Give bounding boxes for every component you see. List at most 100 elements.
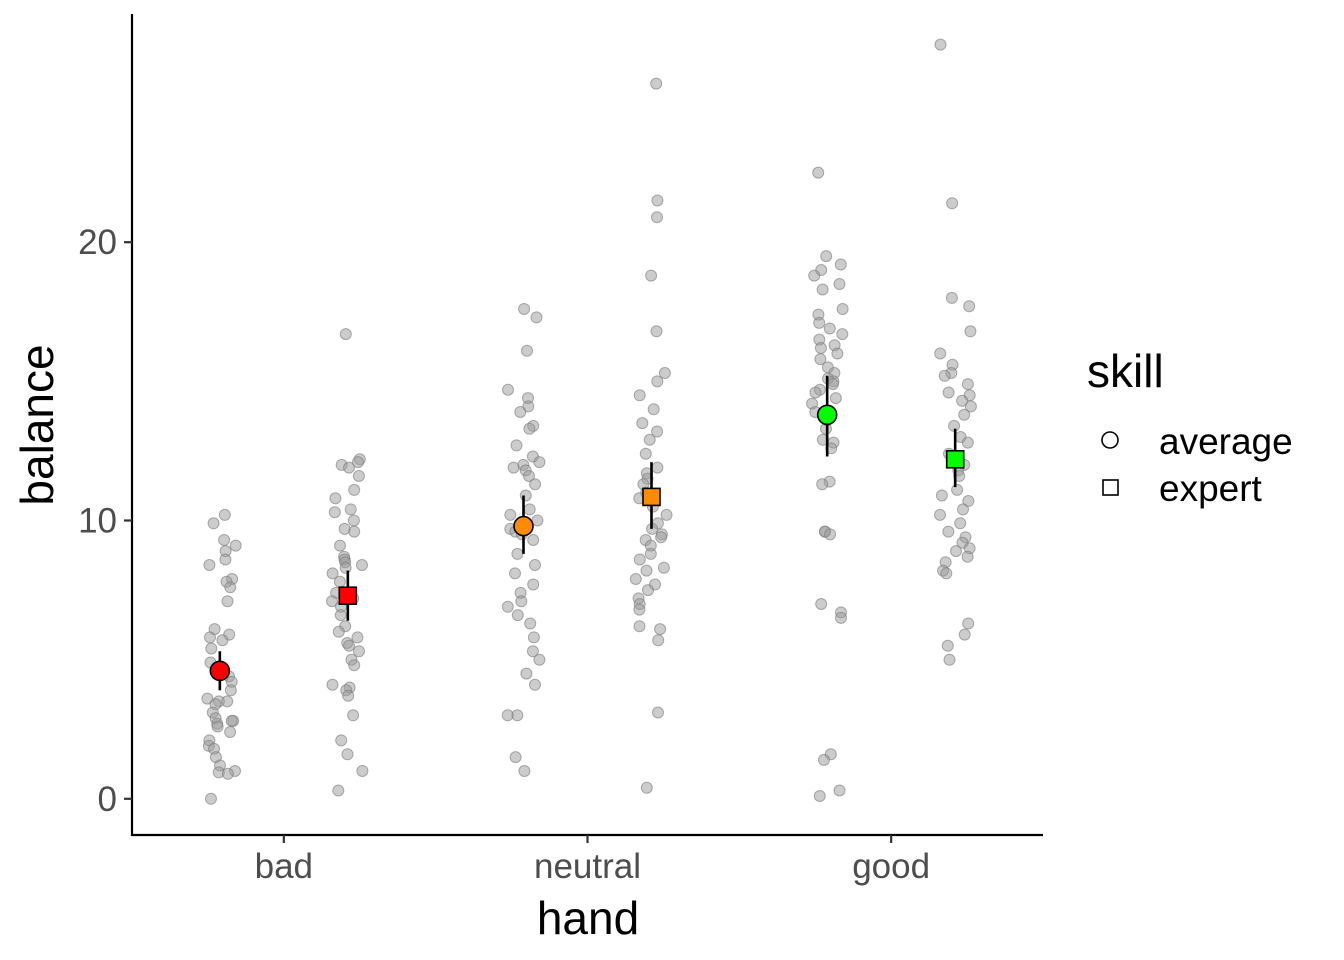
raw-point	[640, 564, 653, 577]
raw-point	[640, 781, 653, 794]
raw-point	[829, 392, 842, 405]
legend: skill average expert	[1087, 345, 1293, 509]
raw-point	[343, 639, 356, 652]
raw-point	[633, 389, 646, 402]
raw-point	[352, 456, 364, 469]
raw-point	[831, 347, 844, 360]
raw-point	[527, 534, 540, 546]
raw-point	[526, 645, 539, 658]
raw-point	[211, 720, 224, 733]
raw-point	[833, 784, 846, 797]
raw-point	[343, 461, 355, 474]
raw-point	[651, 461, 664, 474]
raw-point	[335, 734, 348, 747]
raw-point	[816, 283, 829, 296]
raw-point	[647, 403, 660, 416]
raw-point	[509, 567, 521, 580]
raw-point	[808, 269, 821, 282]
raw-point	[351, 631, 364, 644]
raw-point	[341, 748, 354, 761]
raw-point	[650, 325, 663, 338]
raw-point	[221, 695, 234, 708]
raw-point	[348, 483, 361, 496]
raw-point	[224, 684, 237, 697]
raw-point	[334, 539, 346, 552]
raw-point	[962, 495, 975, 507]
raw-point	[229, 539, 242, 552]
raw-point	[326, 567, 339, 580]
raw-point	[515, 595, 528, 608]
legend-key-average	[1101, 431, 1119, 449]
x-tick-label: bad	[255, 847, 313, 886]
raw-point	[328, 506, 341, 519]
mean-marker-bad-expert	[338, 586, 358, 606]
raw-point	[504, 508, 517, 521]
raw-point	[963, 300, 976, 313]
raw-point	[356, 765, 369, 777]
raw-point	[957, 503, 969, 516]
raw-point	[201, 692, 214, 705]
raw-point	[633, 553, 646, 566]
raw-point	[527, 578, 540, 591]
mean-marker-neutral-average	[513, 515, 534, 537]
raw-point	[224, 581, 237, 594]
raw-point	[224, 726, 237, 738]
raw-point	[204, 631, 216, 644]
legend-title: skill	[1087, 345, 1164, 397]
raw-point	[651, 425, 664, 438]
raw-point	[636, 417, 649, 430]
raw-point	[523, 503, 536, 516]
raw-point	[514, 406, 527, 418]
raw-point	[962, 617, 975, 630]
raw-point	[650, 77, 663, 90]
raw-point	[207, 517, 220, 530]
raw-point	[529, 478, 542, 491]
raw-point	[332, 625, 345, 638]
raw-point	[652, 634, 665, 647]
raw-point	[511, 609, 524, 622]
legend-label-expert: expert	[1159, 468, 1263, 509]
raw-point	[507, 461, 520, 474]
raw-point	[529, 559, 541, 571]
raw-point	[521, 344, 533, 357]
raw-point	[809, 386, 822, 399]
raw-point	[645, 269, 658, 282]
raw-point	[221, 595, 234, 608]
y-ticks: 0 10 20	[78, 223, 132, 819]
raw-point	[520, 667, 533, 680]
raw-point	[633, 603, 646, 616]
raw-point	[652, 706, 664, 719]
x-ticks: bad neutral good	[255, 835, 930, 886]
raw-point	[820, 250, 833, 263]
raw-point	[946, 197, 959, 210]
raw-point	[519, 489, 532, 502]
raw-point	[836, 328, 849, 341]
raw-point	[342, 689, 355, 702]
raw-point	[938, 369, 951, 382]
raw-point	[943, 653, 956, 666]
raw-point	[951, 483, 964, 496]
raw-point	[815, 598, 828, 610]
raw-point	[658, 367, 671, 379]
raw-point	[329, 492, 342, 505]
raw-point	[958, 408, 971, 421]
raw-point	[518, 765, 531, 777]
x-tick-label: good	[852, 847, 930, 886]
raw-points-layer	[201, 38, 977, 805]
raw-point	[218, 534, 231, 546]
raw-point	[813, 790, 826, 802]
raw-point	[956, 394, 969, 407]
raw-point	[655, 531, 668, 544]
legend-key-expert	[1102, 479, 1119, 496]
raw-point	[833, 278, 846, 290]
raw-point	[524, 617, 537, 630]
raw-point	[642, 584, 654, 597]
raw-point	[836, 303, 849, 315]
raw-point	[824, 528, 837, 541]
raw-point	[835, 611, 847, 624]
raw-point	[813, 316, 826, 329]
mean-marker-bad-average	[209, 660, 231, 682]
raw-point	[941, 639, 954, 652]
raw-point	[651, 194, 664, 207]
mean-marker-good-expert	[945, 449, 965, 469]
